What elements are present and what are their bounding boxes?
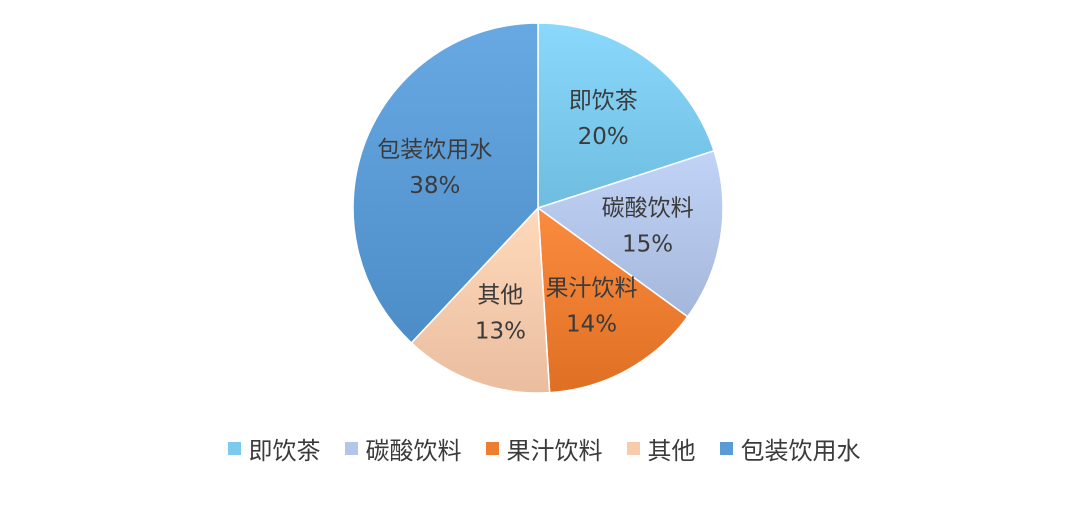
pie-chart-canvas: 即饮茶 20% 碳酸饮料 15% 果汁饮料 14% 其他 13% 包装饮用水 38% xyxy=(352,22,724,394)
legend-item: 碳酸饮料 xyxy=(344,431,462,466)
slice-value-label: 38% xyxy=(409,173,460,199)
pie-slice xyxy=(352,22,539,344)
legend-swatch xyxy=(626,441,640,455)
pie-slice xyxy=(537,22,715,210)
slices-group xyxy=(352,22,724,394)
legend-label: 其他 xyxy=(647,436,696,465)
slice-name-label: 碳酸饮料 xyxy=(602,195,694,221)
slice-value-label: 15% xyxy=(622,231,673,257)
legend-label: 包装饮用水 xyxy=(740,436,861,465)
legend-label: 果汁饮料 xyxy=(506,436,603,465)
pie-slice xyxy=(537,206,689,394)
legend-item: 果汁饮料 xyxy=(485,431,603,466)
legend-item: 即饮茶 xyxy=(227,431,321,466)
slice-value-label: 14% xyxy=(566,311,617,337)
legend-swatch xyxy=(227,441,241,455)
legend-swatch xyxy=(485,441,499,455)
labels-group: 即饮茶 20% 碳酸饮料 15% 果汁饮料 14% 其他 13% 包装饮用水 38% xyxy=(377,88,693,344)
pie-slice xyxy=(410,206,551,394)
legend-swatch xyxy=(719,441,733,455)
legend-swatch xyxy=(344,441,358,455)
slice-value-label: 20% xyxy=(578,124,629,150)
legend-label: 即饮茶 xyxy=(248,436,321,465)
legend-item: 其他 xyxy=(626,431,696,466)
slice-name-label: 其他 xyxy=(477,282,523,308)
slice-value-label: 13% xyxy=(475,318,526,344)
legend-label: 碳酸饮料 xyxy=(365,436,462,465)
legend-item: 包装饮用水 xyxy=(719,431,861,466)
pie-slice xyxy=(536,149,724,318)
slice-name-label: 包装饮用水 xyxy=(377,137,492,163)
slice-name-label: 即饮茶 xyxy=(569,88,638,114)
slice-name-label: 果汁饮料 xyxy=(546,275,638,301)
legend: 即饮茶 碳酸饮料 果汁饮料 其他 包装饮用水 xyxy=(0,428,1088,468)
